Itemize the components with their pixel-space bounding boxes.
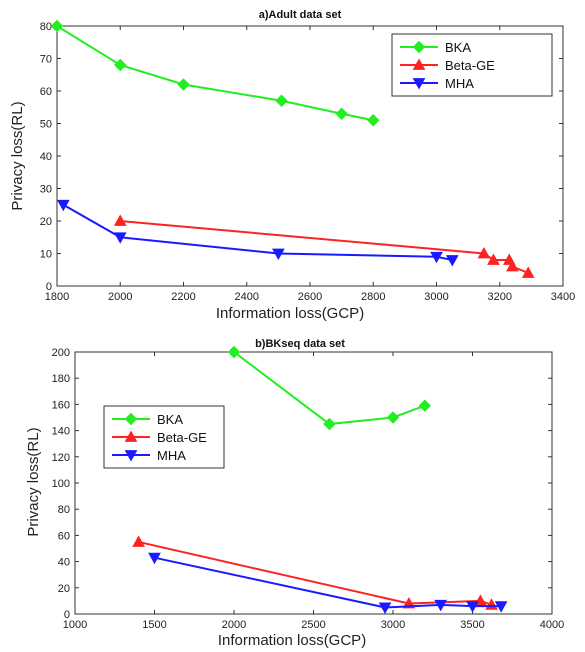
x-tick-label: 3200 bbox=[488, 291, 512, 303]
data-point-mha bbox=[272, 248, 285, 261]
x-tick-label: 2400 bbox=[235, 291, 259, 303]
y-tick-label: 200 bbox=[52, 347, 70, 359]
data-point-bka bbox=[177, 78, 190, 91]
x-tick-label: 3000 bbox=[424, 291, 448, 303]
chart-adult: 1800 2000 2200 2400 2600 2800 3000 3200 3400 0 10 2… bbox=[9, 9, 575, 322]
chart-title: b)BKseq data set bbox=[255, 338, 345, 350]
legend-marker-beta-ge bbox=[412, 58, 426, 70]
y-tick-label: 20 bbox=[58, 583, 70, 595]
data-point-mha bbox=[434, 599, 448, 612]
legend-marker-bka bbox=[124, 412, 138, 426]
y-tick-label: 30 bbox=[40, 184, 52, 196]
series-beta-ge bbox=[132, 535, 498, 610]
legend-marker-mha bbox=[412, 78, 426, 90]
y-tick-label: 20 bbox=[40, 216, 52, 228]
series-line-beta-ge bbox=[120, 220, 529, 274]
x-tick-label: 2600 bbox=[298, 291, 322, 303]
y-tick-label: 0 bbox=[46, 281, 52, 293]
y-tick-label: 70 bbox=[40, 54, 52, 66]
data-point-beta-ge bbox=[521, 266, 535, 278]
series-beta-ge bbox=[113, 214, 535, 278]
data-point-mha bbox=[113, 232, 127, 244]
legend-marker-mha bbox=[124, 450, 138, 462]
data-point-mha bbox=[445, 255, 459, 267]
y-tick-label: 50 bbox=[40, 119, 52, 131]
data-point-bka bbox=[275, 94, 288, 107]
y-axis-label: Privacy loss(RL) bbox=[25, 427, 42, 536]
x-tick-label: 2000 bbox=[108, 291, 132, 303]
y-tick-label: 60 bbox=[40, 86, 52, 98]
y-tick-label: 100 bbox=[52, 478, 70, 490]
x-tick-label: 1800 bbox=[45, 291, 69, 303]
data-point-beta-ge bbox=[487, 253, 500, 265]
data-point-mha bbox=[378, 602, 392, 614]
legend-label-mha: MHA bbox=[445, 76, 474, 91]
series-line-bka bbox=[56, 25, 374, 122]
data-point-bka bbox=[50, 19, 64, 33]
x-tick-label: 4000 bbox=[540, 619, 564, 631]
data-point-bka bbox=[114, 58, 127, 72]
y-tick-label: 40 bbox=[40, 151, 52, 163]
series-mha bbox=[148, 552, 508, 614]
series-bka bbox=[50, 19, 380, 127]
y-tick-label: 40 bbox=[58, 557, 70, 569]
y-tick-label: 160 bbox=[52, 399, 70, 411]
data-point-beta-ge bbox=[132, 535, 145, 547]
data-point-mha bbox=[56, 199, 70, 212]
y-tick-label: 120 bbox=[52, 452, 70, 464]
chart-title: a)Adult data set bbox=[259, 9, 342, 21]
x-tick-label: 2800 bbox=[361, 291, 385, 303]
legend-label-beta-ge: Beta-GE bbox=[157, 430, 207, 445]
data-point-mha bbox=[430, 251, 443, 264]
data-point-mha bbox=[494, 601, 508, 613]
data-point-bka bbox=[367, 114, 380, 127]
data-point-beta-ge bbox=[477, 246, 491, 259]
x-tick-label: 2500 bbox=[301, 619, 325, 631]
series-line-beta-ge bbox=[138, 540, 492, 606]
y-tick-label: 180 bbox=[52, 373, 70, 385]
x-tick-label: 1500 bbox=[142, 619, 166, 631]
legend: BKA Beta-GE MHA bbox=[103, 405, 225, 469]
y-tick-label: 140 bbox=[52, 426, 70, 438]
x-tick-label: 3500 bbox=[460, 619, 484, 631]
data-point-mha bbox=[466, 601, 479, 613]
x-tick-label: 1000 bbox=[63, 619, 87, 631]
series-line-mha bbox=[154, 556, 502, 609]
y-tick-label: 0 bbox=[64, 609, 70, 621]
legend-label-bka: BKA bbox=[445, 40, 471, 55]
x-tick-label: 2000 bbox=[222, 619, 246, 631]
x-tick-label: 3000 bbox=[381, 619, 405, 631]
legend-label-bka: BKA bbox=[157, 412, 183, 427]
data-point-mha bbox=[148, 552, 161, 565]
y-axis-label: Privacy loss(RL) bbox=[9, 101, 26, 210]
x-axis-label: Information loss(GCP) bbox=[218, 632, 366, 649]
chart-bkseq: 1000 1500 2000 2500 3000 3500 4000 0 20 40 60 80 100… bbox=[25, 338, 564, 649]
data-point-beta-ge bbox=[113, 214, 127, 226]
x-axis-label: Information loss(GCP) bbox=[216, 305, 364, 322]
y-tick-label: 80 bbox=[58, 504, 70, 516]
data-point-bka bbox=[418, 399, 432, 412]
y-tick-label: 10 bbox=[40, 249, 52, 261]
legend-label-mha: MHA bbox=[157, 448, 186, 463]
series-line-bka bbox=[233, 351, 426, 426]
data-point-bka bbox=[227, 345, 241, 359]
legend-label-beta-ge: Beta-GE bbox=[445, 58, 495, 73]
data-point-bka bbox=[335, 107, 348, 120]
series-bka bbox=[227, 345, 432, 431]
data-point-bka bbox=[386, 411, 400, 424]
y-tick-label: 80 bbox=[40, 21, 52, 33]
data-point-bka bbox=[323, 417, 336, 431]
plot-frame bbox=[74, 351, 553, 615]
data-point-beta-ge bbox=[506, 259, 519, 272]
legend-marker-bka bbox=[412, 40, 426, 54]
legend: BKA Beta-GE MHA bbox=[391, 33, 553, 97]
y-tick-label: 60 bbox=[58, 530, 70, 542]
legend-marker-beta-ge bbox=[124, 430, 138, 442]
series-mha bbox=[56, 199, 459, 267]
x-tick-label: 2200 bbox=[171, 291, 195, 303]
x-tick-label: 3400 bbox=[551, 291, 575, 303]
